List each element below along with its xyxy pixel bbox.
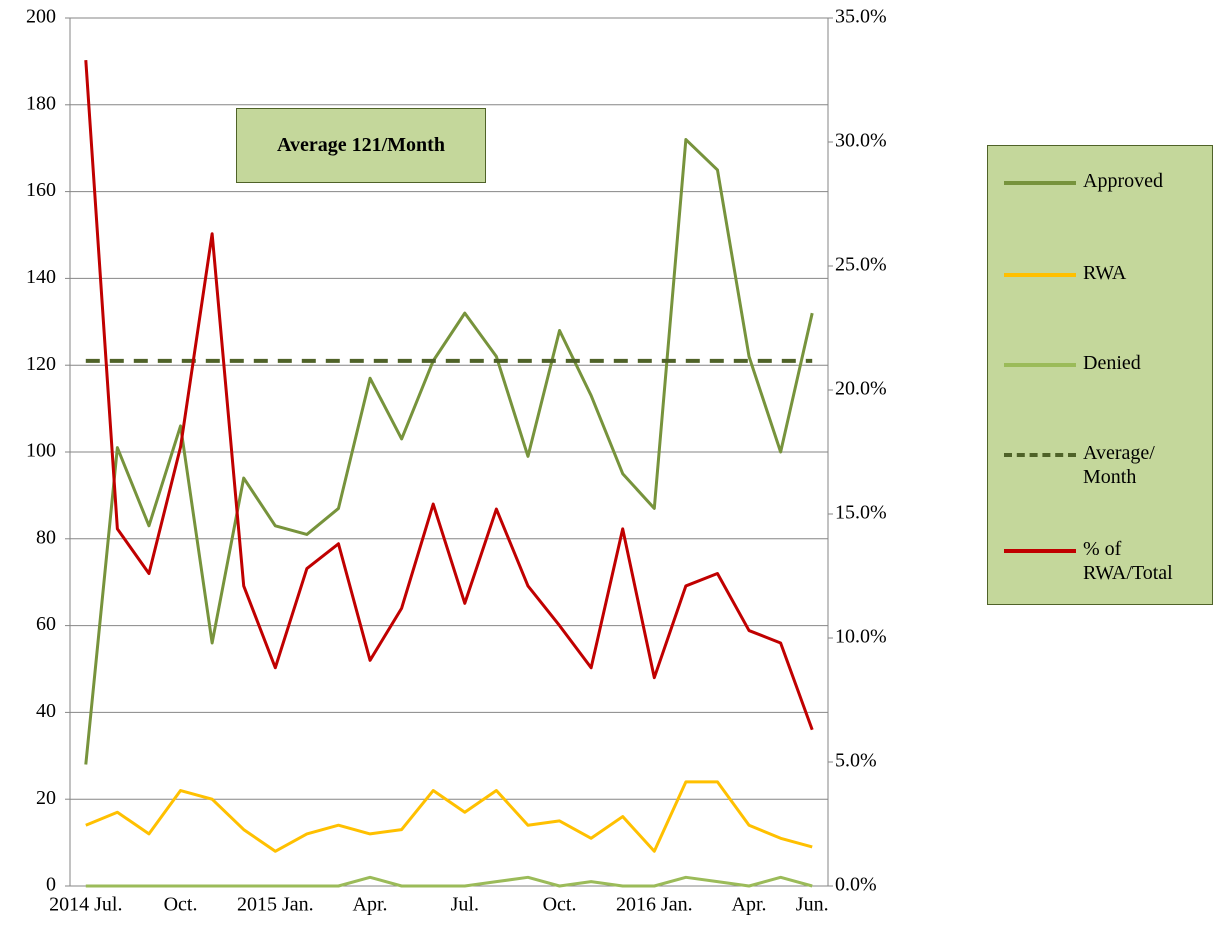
legend: Approved RWA Denied Average/ Month % of RWA/… — [987, 145, 1213, 605]
series-line — [85, 780, 813, 853]
y-tick-label: 180 — [26, 92, 56, 114]
x-tick-label: 2015 Jan. — [237, 894, 314, 916]
y-tick-label: 200 — [26, 6, 56, 28]
y-tick-label: 60 — [36, 613, 56, 635]
x-tick-label: 2016 Jan. — [616, 894, 693, 916]
y-tick-label: 20 — [36, 787, 56, 809]
y2-tick-label: 20.0% — [835, 378, 887, 400]
legend-swatch — [1004, 181, 1076, 185]
legend-label: % of RWA/Total — [1083, 538, 1173, 584]
x-tick-label: Apr. — [353, 894, 388, 916]
y-tick-label: 100 — [26, 440, 56, 462]
y2-tick-label: 35.0% — [835, 6, 887, 28]
y2-tick-label: 25.0% — [835, 254, 887, 276]
y2-tick-label: 30.0% — [835, 130, 887, 152]
legend-swatch — [1004, 549, 1076, 553]
y-tick-label: 80 — [36, 526, 56, 548]
legend-swatch — [1004, 453, 1076, 457]
legend-label: RWA — [1083, 262, 1127, 284]
series-line — [84, 60, 814, 731]
y2-tick-label: 5.0% — [835, 750, 877, 772]
legend-label: Average/ Month — [1083, 442, 1155, 488]
x-tick-label: Jun. — [796, 894, 829, 916]
series-line — [84, 138, 814, 765]
y-tick-label: 40 — [36, 700, 56, 722]
y2-tick-label: 0.0% — [835, 874, 877, 896]
legend-swatch — [1004, 363, 1076, 367]
y2-tick-label: 10.0% — [835, 626, 887, 648]
legend-swatch — [1004, 273, 1076, 277]
series-line — [85, 875, 813, 888]
y2-tick-label: 15.0% — [835, 502, 887, 524]
x-tick-label: 2014 Jul. — [49, 894, 122, 916]
y-tick-label: 120 — [26, 353, 56, 375]
x-tick-label: Oct. — [543, 894, 577, 916]
legend-label: Denied — [1083, 352, 1141, 374]
y-tick-label: 140 — [26, 266, 56, 288]
legend-label: Approved — [1083, 170, 1163, 192]
y-tick-label: 0 — [46, 874, 56, 896]
x-tick-label: Apr. — [732, 894, 767, 916]
annotation: Average 121/Month — [236, 108, 486, 183]
x-tick-label: Jul. — [451, 894, 479, 916]
y-tick-label: 160 — [26, 179, 56, 201]
x-tick-label: Oct. — [164, 894, 198, 916]
